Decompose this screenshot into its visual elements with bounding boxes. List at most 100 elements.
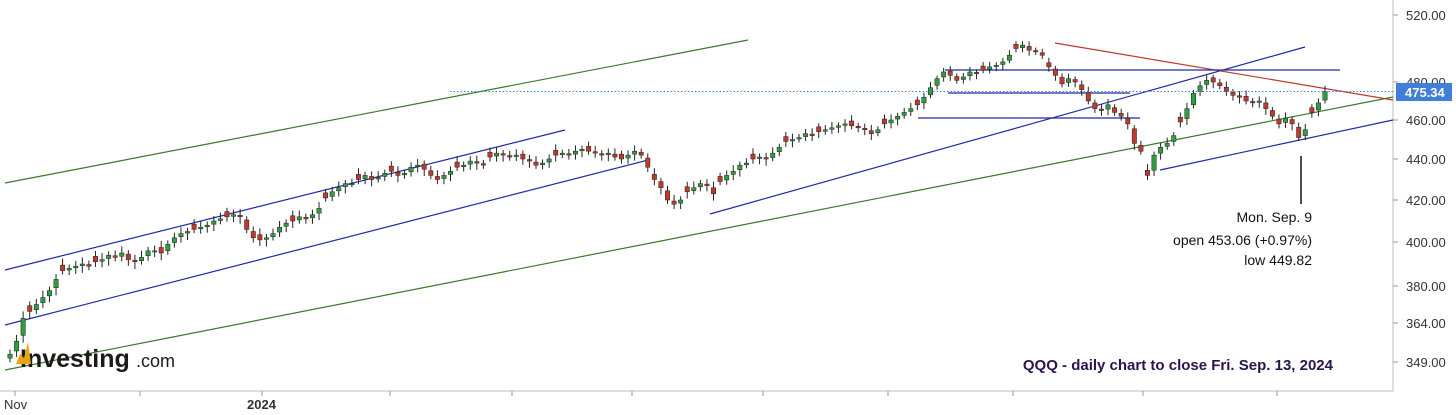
- candle-body: [573, 150, 578, 155]
- candle-body: [1223, 86, 1229, 92]
- candle-body: [79, 263, 85, 266]
- candle-body: [448, 171, 453, 175]
- candle: [724, 170, 730, 185]
- candle: [1302, 123, 1308, 141]
- candle-body: [1020, 44, 1025, 48]
- candle-body: [1210, 77, 1216, 83]
- y-axis: 520.00480.00460.00440.00420.00400.00380.…: [1393, 8, 1446, 370]
- candle-body: [1000, 61, 1006, 65]
- candle-body: [605, 152, 611, 155]
- candle: [888, 114, 894, 129]
- candle-body: [711, 187, 716, 195]
- candle-body: [283, 222, 289, 227]
- descending-resistance-line: [1054, 42, 1394, 101]
- candle: [323, 189, 329, 202]
- candle: [191, 219, 197, 234]
- candle: [921, 92, 927, 110]
- candle: [1131, 125, 1137, 150]
- candle: [1000, 57, 1006, 70]
- candle: [1125, 112, 1131, 130]
- candle: [1177, 112, 1183, 128]
- logo-chart-icon: [16, 342, 31, 364]
- candle-body: [612, 153, 618, 158]
- candle: [79, 257, 85, 273]
- candle: [520, 150, 526, 165]
- candle-body: [934, 78, 940, 86]
- candle-body: [204, 224, 210, 228]
- candle: [60, 258, 66, 275]
- candle: [816, 123, 822, 139]
- candle-body: [960, 76, 966, 80]
- candle: [158, 240, 164, 261]
- candle: [651, 168, 657, 186]
- candle: [678, 196, 684, 210]
- candle-body: [757, 156, 762, 159]
- candle: [1138, 140, 1144, 155]
- rising-trendline-2024: [709, 46, 1306, 215]
- candle: [566, 148, 572, 160]
- candle: [809, 128, 815, 142]
- candle: [415, 159, 421, 173]
- candle: [1092, 99, 1098, 113]
- candle-body: [1085, 92, 1091, 102]
- candle-body: [20, 318, 26, 336]
- candle-body: [93, 256, 98, 263]
- candle: [796, 134, 802, 143]
- candle: [152, 245, 158, 257]
- candle-body: [402, 173, 407, 176]
- candle: [967, 66, 973, 81]
- candle-body: [1151, 154, 1157, 171]
- candle: [395, 166, 401, 183]
- candle-body: [763, 157, 769, 160]
- candle: [198, 221, 204, 234]
- candle-body: [47, 290, 52, 297]
- candle-body: [1184, 108, 1190, 119]
- candle: [7, 349, 13, 363]
- candle-body: [408, 166, 414, 173]
- candle-body: [1131, 128, 1137, 144]
- candle-body: [487, 151, 493, 158]
- candle-body: [941, 71, 947, 78]
- candle: [803, 128, 809, 142]
- candle-body: [7, 353, 13, 359]
- candle: [454, 156, 460, 171]
- candle-body: [494, 152, 500, 157]
- candle-body: [526, 159, 532, 162]
- trend-lines: [4, 39, 1394, 371]
- candle-body: [737, 164, 743, 171]
- candle: [862, 123, 868, 136]
- candle: [356, 168, 361, 185]
- candle-body: [967, 71, 973, 76]
- candle-body: [691, 187, 697, 192]
- candle-body: [1164, 143, 1170, 147]
- candle-body: [868, 130, 874, 134]
- candle-body: [1039, 52, 1045, 56]
- candle: [428, 165, 434, 180]
- candle-body: [678, 199, 684, 204]
- candle-body: [888, 119, 894, 124]
- candle-body: [546, 158, 552, 163]
- candle: [132, 254, 138, 270]
- candle-body: [619, 153, 624, 160]
- lower-channel-line: [4, 159, 649, 326]
- candle: [93, 251, 98, 267]
- candle-body: [632, 150, 638, 155]
- candle-body: [270, 233, 276, 238]
- candle-body: [829, 127, 835, 130]
- candle: [993, 62, 999, 72]
- candle: [1197, 81, 1203, 96]
- candle: [836, 122, 841, 133]
- candle: [99, 253, 105, 268]
- candle-body: [1112, 107, 1118, 113]
- candle: [106, 251, 112, 266]
- candle-body: [441, 175, 447, 179]
- candle-body: [99, 259, 105, 262]
- candle: [1105, 99, 1111, 116]
- candle-body: [86, 264, 92, 267]
- candle-body: [559, 152, 565, 155]
- y-tick-label: 440.00: [1406, 152, 1446, 167]
- candle: [507, 150, 513, 161]
- candle-body: [125, 253, 131, 260]
- candle-body: [329, 191, 335, 197]
- candle: [882, 114, 887, 129]
